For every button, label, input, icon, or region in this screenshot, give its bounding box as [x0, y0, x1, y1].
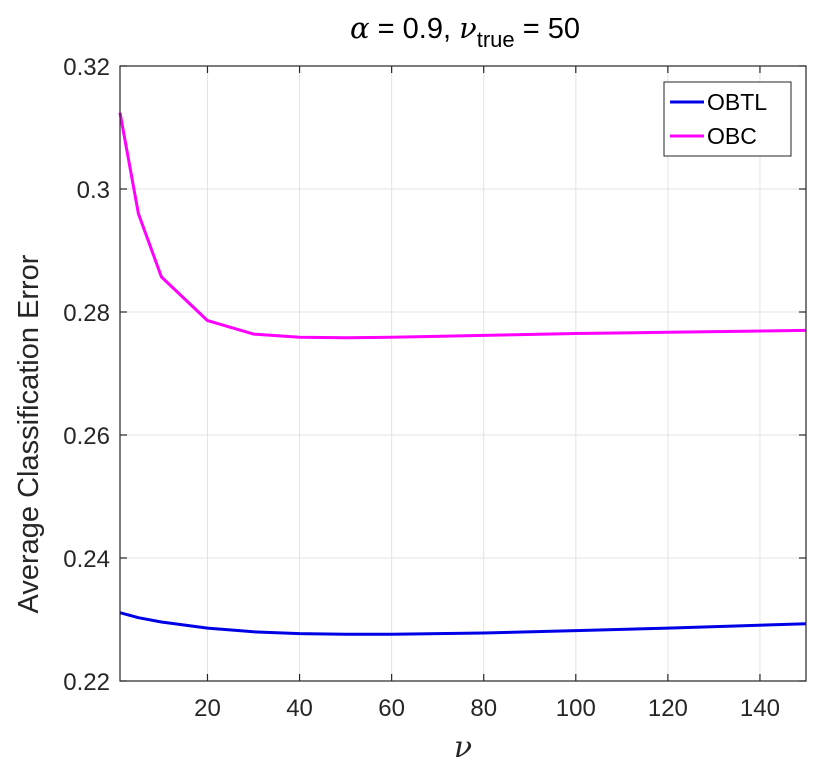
- title-nu-symbol: ν: [459, 11, 477, 45]
- y-tick-label: 0.32: [63, 54, 110, 81]
- legend-label-obc: OBC: [707, 123, 757, 149]
- title-alpha-text: = 0.9,: [370, 13, 459, 45]
- title-nu-text: = 50: [515, 13, 580, 45]
- legend-box: [663, 81, 792, 157]
- axis-ticks: [120, 65, 806, 682]
- series-line-obtl: [119, 611, 807, 636]
- plot-frame: [119, 65, 807, 682]
- title-nu-subscript: true: [477, 27, 515, 52]
- x-axis-label: ν: [454, 730, 472, 765]
- x-tick-label: 120: [648, 695, 688, 722]
- y-tick-label: 0.26: [63, 423, 110, 450]
- title-alpha-symbol: α: [350, 11, 370, 45]
- y-axis-label: Average Classification Error: [13, 254, 45, 613]
- series-lines: [118, 112, 807, 636]
- chart-title: α = 0.9, νtrue = 50: [350, 11, 580, 52]
- series-line-obc: [118, 112, 807, 340]
- legend: OBTL OBC: [663, 81, 792, 157]
- legend-label-obtl: OBTL: [707, 89, 767, 115]
- x-tick-label: 80: [470, 695, 497, 722]
- x-tick-label: 100: [556, 695, 596, 722]
- x-tick-label: 40: [286, 695, 313, 722]
- x-tick-label: 60: [378, 695, 405, 722]
- y-tick-label: 0.28: [63, 300, 110, 327]
- y-tick-label: 0.22: [63, 669, 110, 696]
- x-tick-label: 20: [194, 695, 221, 722]
- y-tick-label: 0.24: [63, 546, 110, 573]
- x-tick-label: 140: [740, 695, 780, 722]
- y-tick-label: 0.3: [77, 177, 110, 204]
- grid-lines: [120, 65, 806, 682]
- axis-tick-labels: 20 40 60 80 100 120 140 0.22 0.24 0.26 0.28 0.3 0.32: [63, 54, 780, 722]
